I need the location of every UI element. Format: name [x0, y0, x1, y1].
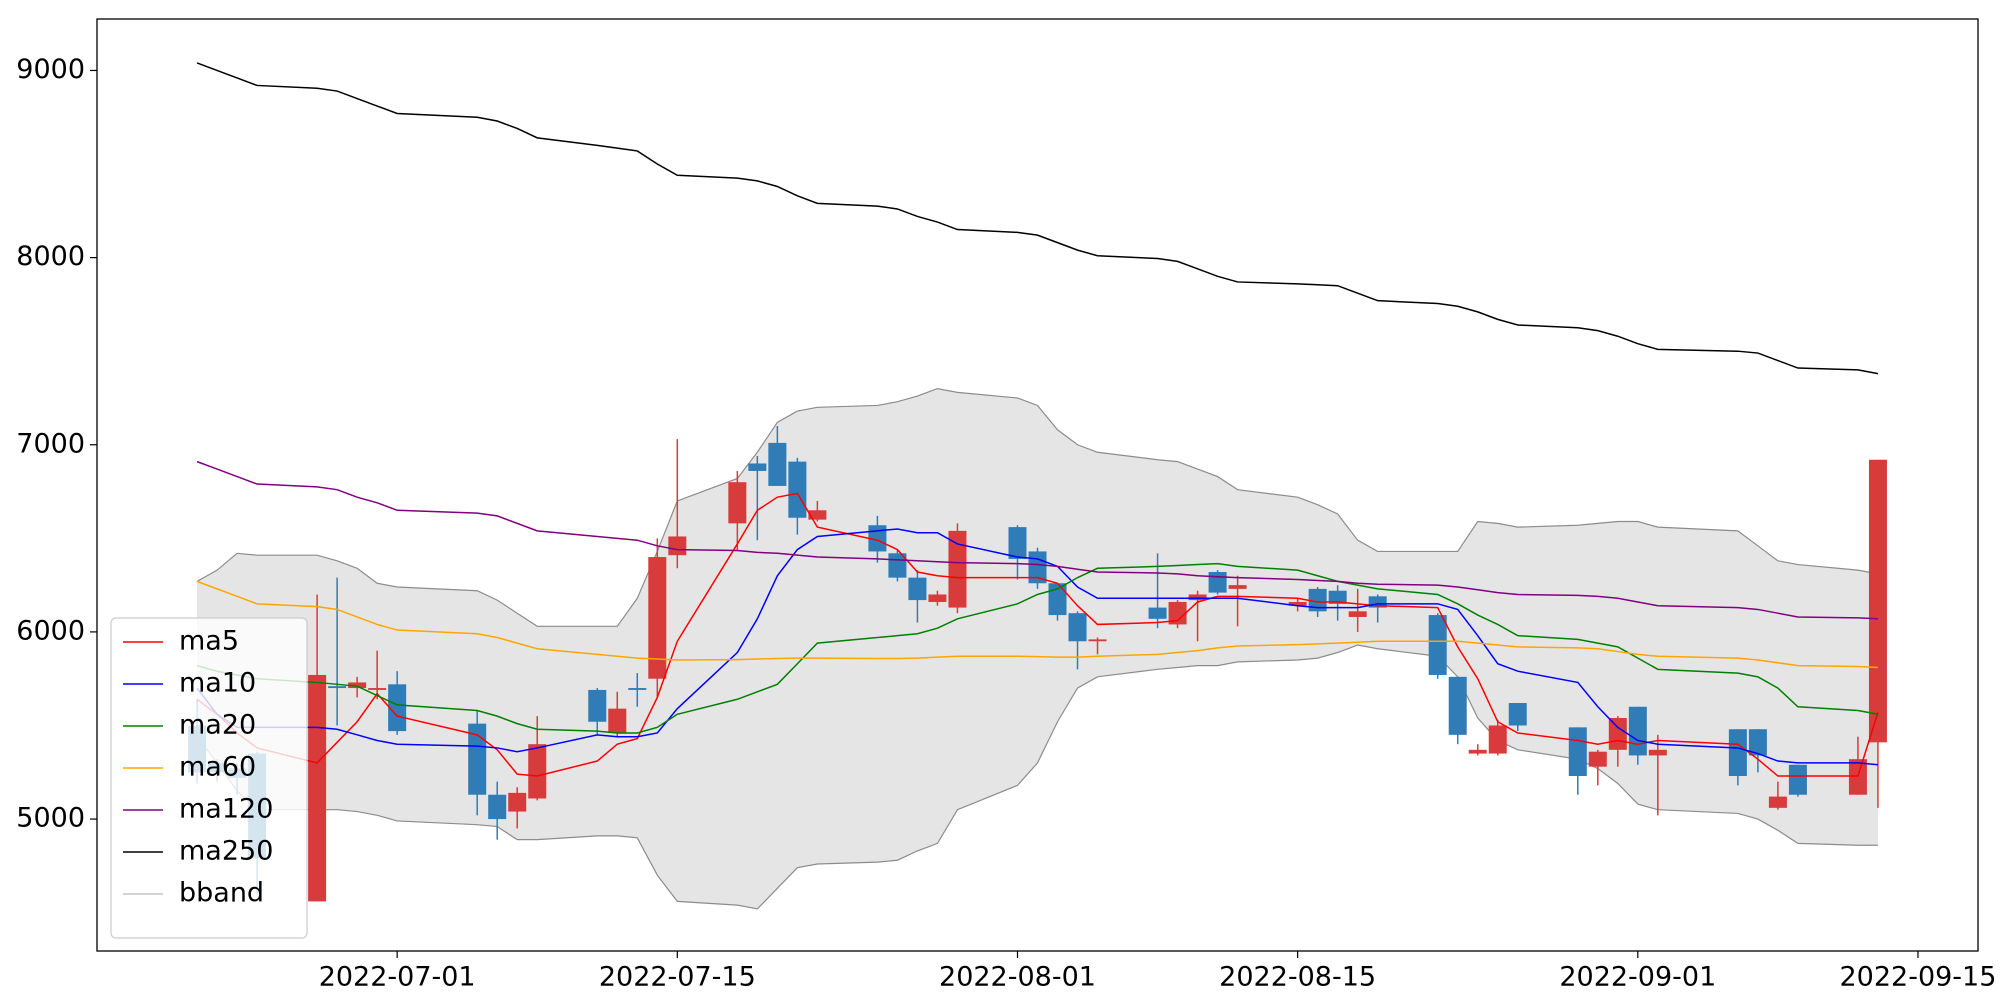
- y-tick-label: 8000: [16, 241, 85, 272]
- candle-body: [348, 682, 367, 689]
- candle-body: [588, 689, 607, 722]
- candle-body: [808, 510, 827, 520]
- ma-line: [196, 460, 1878, 620]
- candle-body: [1088, 639, 1107, 642]
- candle-body: [1068, 613, 1087, 642]
- candle-body: [1588, 751, 1607, 767]
- candle-body: [1028, 551, 1047, 584]
- candle-body: [1608, 718, 1627, 750]
- legend-label: bband: [179, 878, 264, 909]
- ma-line: [196, 562, 1879, 734]
- candle-body: [648, 557, 667, 679]
- legend-box: [110, 617, 308, 939]
- band-upper: [196, 387, 1879, 627]
- x-tick-label: 2022-07-01: [319, 962, 476, 993]
- candle-body: [1288, 601, 1307, 606]
- candle-body: [328, 686, 347, 689]
- candle-body: [368, 688, 387, 690]
- candle-body: [608, 708, 627, 733]
- candle-body: [1508, 703, 1527, 726]
- candle-body: [728, 482, 747, 524]
- candle-body: [1448, 676, 1467, 735]
- candle-body: [1348, 611, 1367, 617]
- candle-body: [1768, 796, 1787, 808]
- candle-body: [308, 674, 327, 902]
- legend-label: ma10: [179, 668, 256, 699]
- candle-body: [1168, 601, 1187, 625]
- legend-label: ma250: [179, 836, 273, 867]
- candle-body: [768, 442, 787, 486]
- x-tick-label: 2022-09-01: [1559, 962, 1716, 993]
- x-tick-label: 2022-08-15: [1219, 962, 1376, 993]
- candle-body: [388, 684, 407, 732]
- candle-body: [1228, 585, 1247, 589]
- ma-line: [196, 580, 1878, 669]
- candle-body: [948, 530, 967, 608]
- candle-body: [928, 594, 947, 602]
- ma-line: [196, 62, 1879, 375]
- candle-body: [488, 794, 507, 820]
- candle-body: [1788, 764, 1807, 795]
- candle-body: [1208, 572, 1227, 593]
- candle-body: [748, 463, 767, 471]
- candle-body: [1728, 729, 1747, 777]
- candle-body: [1428, 615, 1447, 675]
- legend: ma5 ma10 ma20 ma60 ma120 ma250 bband: [110, 617, 308, 939]
- x-tick-label: 2022-09-15: [1840, 962, 1997, 993]
- y-tick-label: 7000: [16, 428, 85, 459]
- legend-label: ma60: [179, 752, 256, 783]
- candle-body: [1048, 583, 1067, 616]
- candle-body: [1648, 749, 1667, 756]
- candle-body: [468, 723, 487, 795]
- ma-line: [196, 492, 1879, 777]
- candle-body: [1468, 749, 1487, 754]
- ma-line: [196, 528, 1879, 766]
- candle-body: [1568, 727, 1587, 777]
- band-fill: [197, 388, 1878, 909]
- candle-body: [1368, 596, 1387, 608]
- candle-body: [1868, 459, 1887, 743]
- x-tick-label: 2022-08-01: [939, 962, 1096, 993]
- legend-label: ma20: [179, 710, 256, 741]
- legend-label: ma5: [179, 626, 239, 657]
- candle-body: [1328, 590, 1347, 604]
- candle-body: [668, 536, 687, 556]
- candle-body: [788, 461, 807, 518]
- y-tick-label: 6000: [16, 615, 85, 646]
- candle-body: [1848, 759, 1867, 795]
- candle-body: [1308, 588, 1327, 612]
- candle-body: [508, 792, 527, 812]
- y-tick-label: 9000: [16, 54, 85, 85]
- x-tick-label: 2022-07-15: [599, 962, 756, 993]
- candle-body: [1008, 527, 1027, 559]
- candle-body: [1748, 729, 1767, 756]
- candle-body: [1188, 594, 1207, 601]
- candle-body: [1488, 725, 1507, 754]
- candle-body: [528, 744, 547, 799]
- legend-label: ma120: [179, 794, 273, 825]
- candle-body: [908, 577, 927, 601]
- candle-body: [628, 688, 647, 690]
- candle-body: [1628, 706, 1647, 756]
- y-tick-label: 5000: [16, 803, 85, 834]
- plot-frame: [96, 18, 1979, 952]
- candle-body: [1148, 607, 1167, 619]
